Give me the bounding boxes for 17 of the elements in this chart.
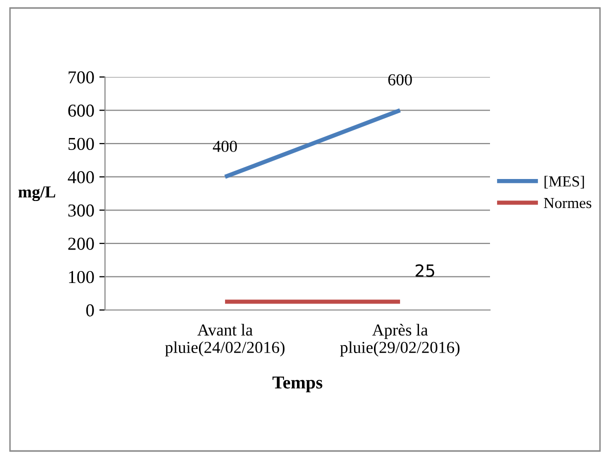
y-tick-label: 500 xyxy=(68,138,94,150)
y-tick-label: 100 xyxy=(69,270,94,284)
y-tick-label: 400 xyxy=(68,171,94,184)
data-label: 400 xyxy=(212,140,237,152)
y-tick-label: 200 xyxy=(68,238,94,250)
data-label: 25 xyxy=(416,264,434,277)
legend-label: Normes xyxy=(544,198,592,208)
y-tick-label: 300 xyxy=(68,204,94,217)
y-tick-label: 700 xyxy=(68,71,94,84)
data-label: 600 xyxy=(388,74,412,86)
y-axis-title: mg/L xyxy=(18,186,56,202)
x-tick-label: Avant la pluie(24/02/2016) xyxy=(165,324,284,356)
x-tick-label: Après la pluie(29/02/2016) xyxy=(340,324,460,356)
y-tick-label: 600 xyxy=(68,104,94,117)
y-tick-label: 0 xyxy=(86,304,94,316)
x-axis-title: Temps xyxy=(272,376,322,392)
legend-label: [MES] xyxy=(544,176,584,188)
